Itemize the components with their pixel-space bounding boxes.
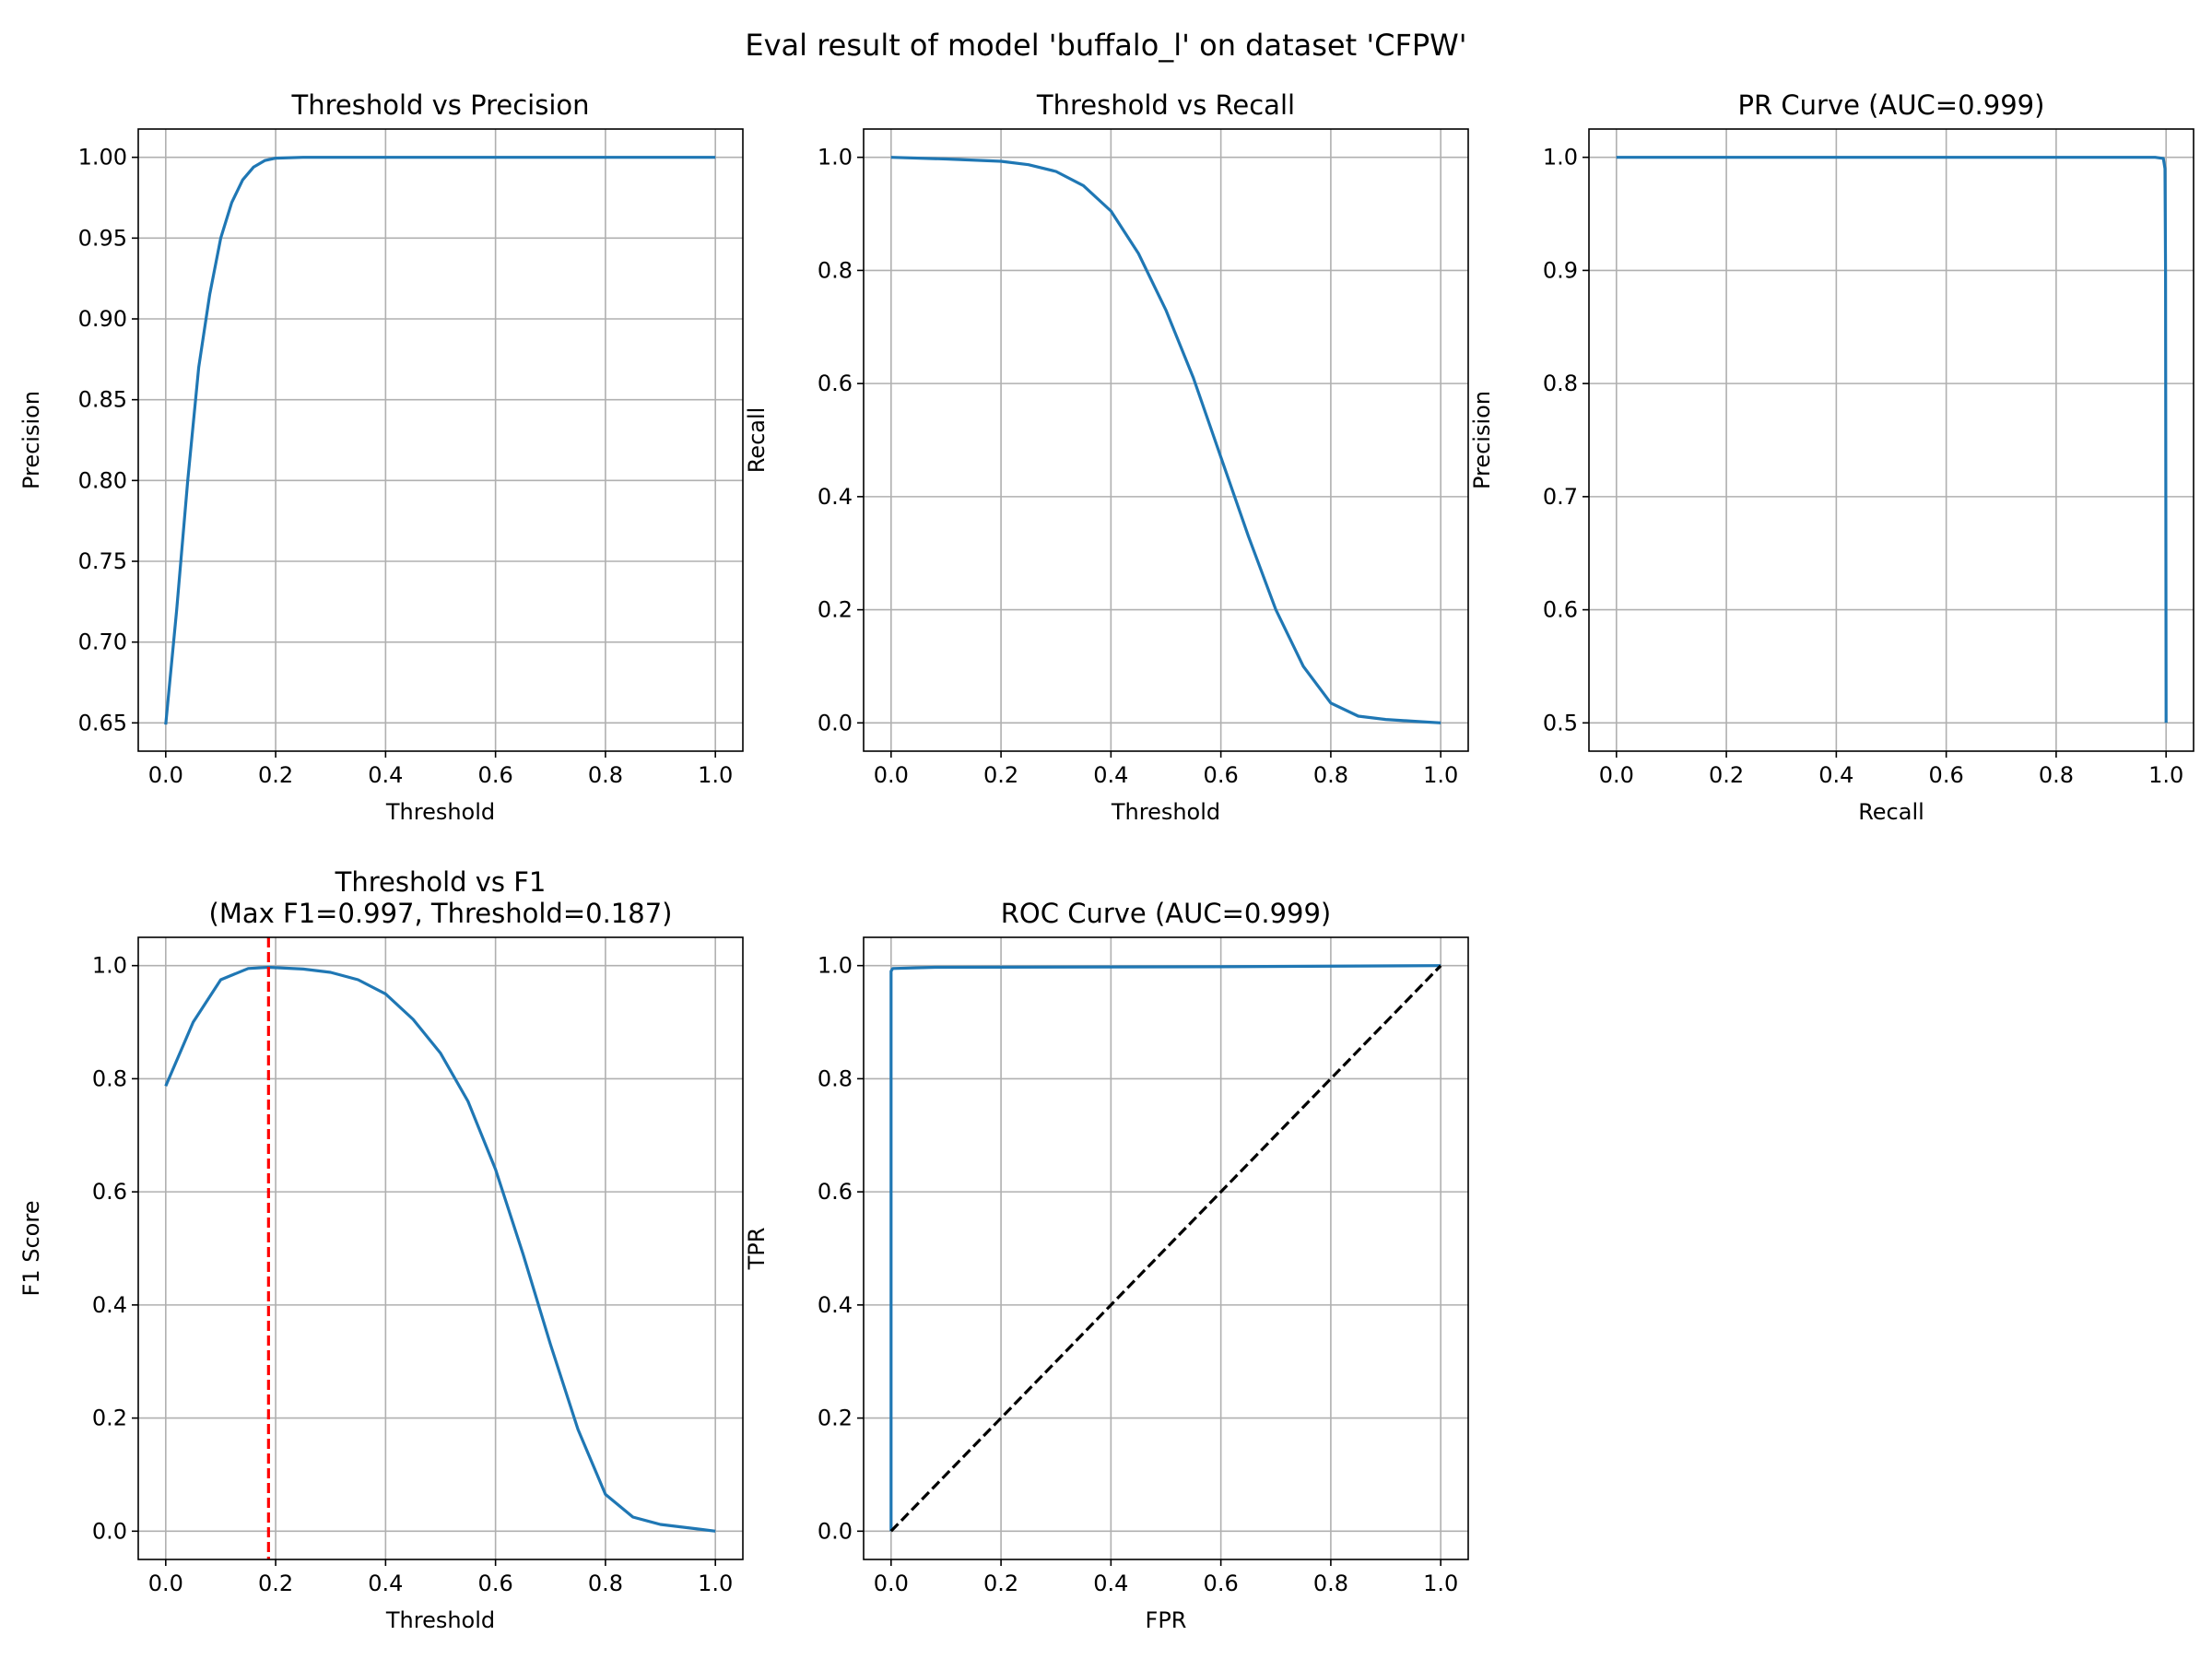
y-tick-label: 0.6	[1543, 597, 1578, 623]
y-tick-label: 0.6	[818, 371, 853, 396]
x-tick-label: 0.8	[2039, 762, 2074, 788]
y-tick-label: 0.2	[92, 1406, 127, 1431]
x-tick-label: 0.4	[1093, 1571, 1128, 1596]
subplot-2: 0.0 0.2 0.4 0.6 0.8 1.0 0.0 0.2 0.4 0.6 0.8 1.0 Thre…	[744, 89, 1469, 825]
x-tick-label: 0.0	[1599, 762, 1634, 788]
x-tick-label: 1.0	[1423, 1571, 1458, 1596]
subplot-4: 0.0 0.2 0.4 0.6 0.8 1.0 0.0 0.2 0.4 0.6 0.8 1.0 Thre…	[18, 866, 744, 1633]
x-tick-label: 0.6	[478, 762, 513, 788]
series-line	[1616, 156, 2168, 724]
y-tick-label: 0.4	[818, 484, 853, 510]
axes-frame	[863, 128, 1469, 752]
subplot-1: 0.0 0.2 0.4 0.6 0.8 1.0 0.65 0.70 0.75 0.80 0.85 0.…	[18, 89, 744, 825]
x-tick-label: 0.2	[258, 1571, 293, 1596]
x-tick-label: 1.0	[698, 762, 733, 788]
y-tick-label: 1.0	[818, 145, 853, 171]
y-tick-label: 0.8	[818, 1065, 853, 1091]
x-tick-label: 0.0	[148, 762, 183, 788]
subplot-title: ROC Curve (AUC=0.999)	[1001, 898, 1331, 929]
series-line	[889, 964, 1441, 1532]
series-line	[164, 156, 716, 725]
x-axis-label: FPR	[1146, 1607, 1187, 1633]
y-tick-label: 0.0	[92, 1518, 127, 1544]
y-tick-label: 0.8	[92, 1065, 127, 1091]
diagonal-reference-line	[889, 964, 1442, 1533]
y-axis-label: Precision	[18, 391, 44, 489]
subplot-3: 0.0 0.2 0.4 0.6 0.8 1.0 0.5 0.6 0.7 0.8 0.9 1.0 PR C…	[1469, 89, 2194, 825]
y-tick-label: 0.70	[78, 629, 127, 655]
y-tick-label: 0.7	[1543, 484, 1578, 510]
subplot-5: 0.0 0.2 0.4 0.6 0.8 1.0 0.0 0.2 0.4 0.6 0.8 1.0 ROC …	[744, 898, 1469, 1633]
x-tick-label: 0.0	[148, 1571, 183, 1596]
y-tick-label: 0.2	[818, 597, 853, 623]
x-tick-label: 0.2	[258, 762, 293, 788]
y-axis-label: Precision	[1469, 391, 1495, 489]
x-tick-label: 0.2	[983, 762, 1018, 788]
figure-suptitle: Eval result of model 'buffalo_l' on data…	[745, 28, 1467, 63]
x-axis-label: Threshold	[385, 799, 495, 825]
y-axis-label: Recall	[744, 407, 770, 474]
axes-frame	[1588, 128, 2194, 752]
x-tick-label: 0.2	[1709, 762, 1744, 788]
y-tick-label: 0.95	[78, 225, 127, 251]
y-tick-label: 0.0	[818, 710, 853, 735]
x-tick-label: 1.0	[1423, 762, 1458, 788]
y-tick-label: 0.85	[78, 387, 127, 413]
x-tick-label: 0.4	[1818, 762, 1853, 788]
subplot-title: Threshold vs Recall	[1036, 89, 1295, 121]
y-tick-label: 0.6	[92, 1179, 127, 1205]
x-tick-label: 0.6	[1929, 762, 1964, 788]
y-tick-label: 0.80	[78, 467, 127, 493]
y-tick-label: 0.9	[1543, 257, 1578, 283]
y-tick-label: 0.2	[818, 1406, 853, 1431]
x-tick-label: 0.4	[1093, 762, 1128, 788]
axes-frame	[137, 128, 744, 752]
x-tick-label: 1.0	[2148, 762, 2183, 788]
y-axis-label: F1 Score	[18, 1201, 44, 1297]
x-axis-label: Threshold	[1111, 799, 1220, 825]
series-line	[890, 156, 1441, 724]
y-tick-label: 0.6	[818, 1179, 853, 1205]
x-tick-label: 1.0	[698, 1571, 733, 1596]
y-tick-label: 0.65	[78, 710, 127, 735]
subplot-title: Threshold vs Precision	[290, 89, 589, 121]
y-tick-label: 0.8	[818, 257, 853, 283]
x-tick-label: 0.6	[1204, 762, 1239, 788]
subplot-title: PR Curve (AUC=0.999)	[1738, 89, 2045, 121]
subplot-subtitle: (Max F1=0.997, Threshold=0.187)	[209, 898, 673, 929]
x-tick-label: 0.4	[368, 1571, 403, 1596]
x-tick-label: 0.0	[874, 1571, 909, 1596]
x-tick-label: 0.8	[1313, 1571, 1348, 1596]
x-tick-label: 0.8	[588, 1571, 623, 1596]
axes-frame	[863, 936, 1469, 1560]
x-tick-label: 0.2	[983, 1571, 1018, 1596]
series-line	[164, 965, 716, 1533]
x-tick-label: 0.0	[874, 762, 909, 788]
x-tick-label: 0.6	[1204, 1571, 1239, 1596]
axes-frame	[137, 936, 744, 1560]
y-tick-label: 0.4	[92, 1292, 127, 1318]
y-tick-label: 0.90	[78, 306, 127, 332]
x-axis-label: Recall	[1858, 799, 1924, 825]
y-axis-label: TPR	[744, 1228, 770, 1271]
x-tick-label: 0.4	[368, 762, 403, 788]
y-tick-label: 0.4	[818, 1292, 853, 1318]
x-tick-label: 0.6	[478, 1571, 513, 1596]
y-tick-label: 0.0	[818, 1518, 853, 1544]
y-tick-label: 1.00	[78, 145, 127, 171]
y-tick-label: 0.75	[78, 548, 127, 574]
x-tick-label: 0.8	[588, 762, 623, 788]
subplot-title: Threshold vs F1	[335, 866, 547, 898]
y-tick-label: 1.0	[1543, 145, 1578, 171]
y-tick-label: 1.0	[818, 953, 853, 979]
y-tick-label: 0.8	[1543, 371, 1578, 396]
y-tick-label: 0.5	[1543, 710, 1578, 735]
y-tick-label: 1.0	[92, 953, 127, 979]
x-tick-label: 0.8	[1313, 762, 1348, 788]
x-axis-label: Threshold	[385, 1607, 495, 1633]
